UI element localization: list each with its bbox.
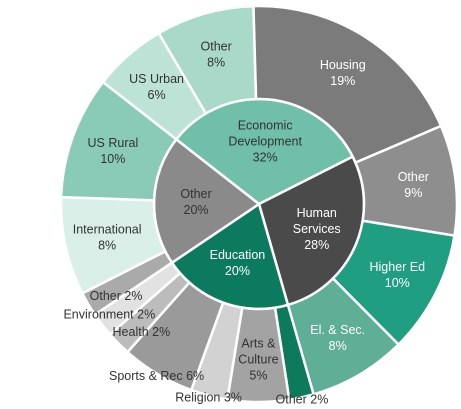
inner-labels: Economic Development 32% Human Services 28% Ed… bbox=[180, 118, 340, 278]
outer-label-economic-development-us-rural-14: US Rural 10% bbox=[88, 136, 139, 166]
inner-label-education: Education 20% bbox=[210, 248, 266, 278]
outer-label-economic-development-us-urban-0: US Urban 6% bbox=[129, 72, 184, 102]
inner-label-human-services: Human Services 28% bbox=[293, 206, 341, 252]
inner-label-economic-development: Economic Development 32% bbox=[228, 118, 302, 164]
outer-labels: US Urban 6% Other 8% Housing 19% Other 9% Higher… bbox=[63, 40, 428, 407]
outer-label-human-services-housing-2: Housing 19% bbox=[320, 58, 366, 88]
inner-ring bbox=[152, 97, 366, 311]
outer-label-other-other-12: Other 2% bbox=[90, 289, 143, 303]
outer-label-other-religion-8: Religion 3% bbox=[175, 391, 242, 405]
outer-label-economic-development-other-1: Other 8% bbox=[201, 40, 232, 70]
outer-label-economic-development-international-13: International 8% bbox=[73, 222, 142, 252]
outer-slice-economic-development-us-rural-14 bbox=[59, 80, 179, 202]
outer-label-other-environment-11: Environment 2% bbox=[63, 308, 155, 322]
outer-label-other-sports-and-rec-9: Sports & Rec 6% bbox=[109, 369, 204, 383]
outer-label-education-higher-ed-4: Higher Ed 10% bbox=[370, 260, 426, 290]
inner-label-other: Other 20% bbox=[180, 187, 211, 217]
outer-label-education-other-6: Other 2% bbox=[276, 392, 329, 406]
outer-label-other-arts-and-culture-7: Arts & Culture 5% bbox=[238, 336, 278, 382]
outer-label-education-el-and-sec-5: El. & Sec. 8% bbox=[310, 323, 365, 353]
outer-label-human-services-other-3: Other 9% bbox=[398, 170, 429, 200]
outer-label-other-health-10: Health 2% bbox=[113, 325, 171, 339]
outer-ring bbox=[59, 4, 459, 404]
outer-slice-human-services-housing-2 bbox=[252, 4, 443, 165]
